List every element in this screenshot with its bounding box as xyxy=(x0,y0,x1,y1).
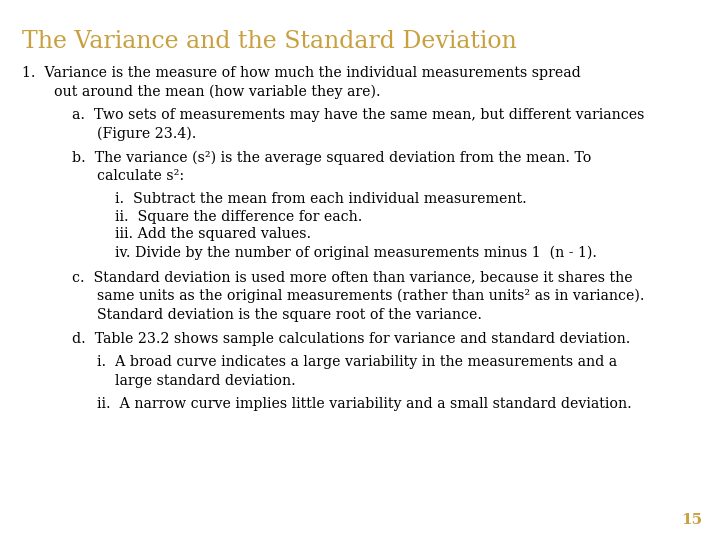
Text: d.  Table 23.2 shows sample calculations for variance and standard deviation.: d. Table 23.2 shows sample calculations … xyxy=(72,332,631,346)
Text: large standard deviation.: large standard deviation. xyxy=(115,374,296,388)
Text: same units as the original measurements (rather than units² as in variance).: same units as the original measurements … xyxy=(97,289,644,303)
Text: Standard deviation is the square root of the variance.: Standard deviation is the square root of… xyxy=(97,308,482,322)
Text: 15: 15 xyxy=(681,512,702,526)
Text: (Figure 23.4).: (Figure 23.4). xyxy=(97,127,197,141)
Text: c.  Standard deviation is used more often than variance, because it shares the: c. Standard deviation is used more often… xyxy=(72,270,633,284)
Text: out around the mean (how variable they are).: out around the mean (how variable they a… xyxy=(54,85,381,99)
Text: calculate s²:: calculate s²: xyxy=(97,169,184,183)
Text: iii. Add the squared values.: iii. Add the squared values. xyxy=(115,227,311,241)
Text: The Variance and the Standard Deviation: The Variance and the Standard Deviation xyxy=(22,30,516,53)
Text: i.  Subtract the mean from each individual measurement.: i. Subtract the mean from each individua… xyxy=(115,192,527,206)
Text: 1.  Variance is the measure of how much the individual measurements spread: 1. Variance is the measure of how much t… xyxy=(22,66,580,80)
Text: ii.  Square the difference for each.: ii. Square the difference for each. xyxy=(115,210,363,224)
Text: b.  The variance (s²) is the average squared deviation from the mean. To: b. The variance (s²) is the average squa… xyxy=(72,150,591,165)
Text: iv. Divide by the number of original measurements minus 1  (n - 1).: iv. Divide by the number of original mea… xyxy=(115,245,597,260)
Text: i.  A broad curve indicates a large variability in the measurements and a: i. A broad curve indicates a large varia… xyxy=(97,355,617,369)
Text: a.  Two sets of measurements may have the same mean, but different variances: a. Two sets of measurements may have the… xyxy=(72,108,644,122)
Text: ii.  A narrow curve implies little variability and a small standard deviation.: ii. A narrow curve implies little variab… xyxy=(97,397,632,411)
